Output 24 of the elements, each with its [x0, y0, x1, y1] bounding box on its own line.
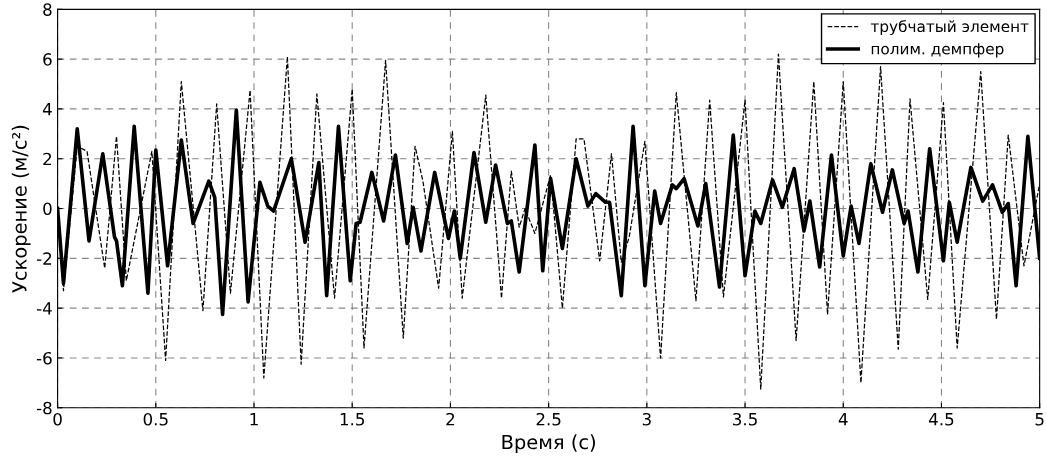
y-tick-label: -4	[36, 302, 52, 315]
x-tick-label: 2.5	[536, 412, 561, 426]
y-axis-title: Ускорение (м/с²)	[11, 125, 31, 293]
x-tick-label: 4	[838, 413, 848, 426]
y-tick-label: 8	[43, 3, 52, 16]
legend-label: трубчатый элемент	[870, 20, 1029, 36]
y-tick-label: 4	[42, 103, 52, 116]
y-tick-label: -8	[36, 401, 52, 415]
x-tick-label: 0	[53, 412, 62, 426]
y-tick-label: 2	[43, 152, 52, 166]
y-tick-label: -2	[36, 252, 52, 265]
x-tick-label: 3	[642, 412, 651, 426]
x-tick-label: 5	[1035, 413, 1044, 426]
x-axis-title: Время (с)	[502, 434, 595, 454]
x-tick-label: 0.5	[143, 412, 168, 426]
x-tick-label: 4.5	[929, 413, 954, 426]
x-tick-label: 3.5	[733, 412, 757, 426]
x-tick-label: 1	[250, 413, 258, 426]
y-tick-label: 0	[43, 202, 52, 216]
y-tick-label: -6	[36, 351, 52, 365]
x-tick-label: 1.5	[340, 413, 365, 426]
x-tick-label: 2	[446, 412, 455, 426]
legend-label: полим. демпфер	[871, 43, 1004, 58]
y-tick-label: 6	[43, 53, 52, 66]
